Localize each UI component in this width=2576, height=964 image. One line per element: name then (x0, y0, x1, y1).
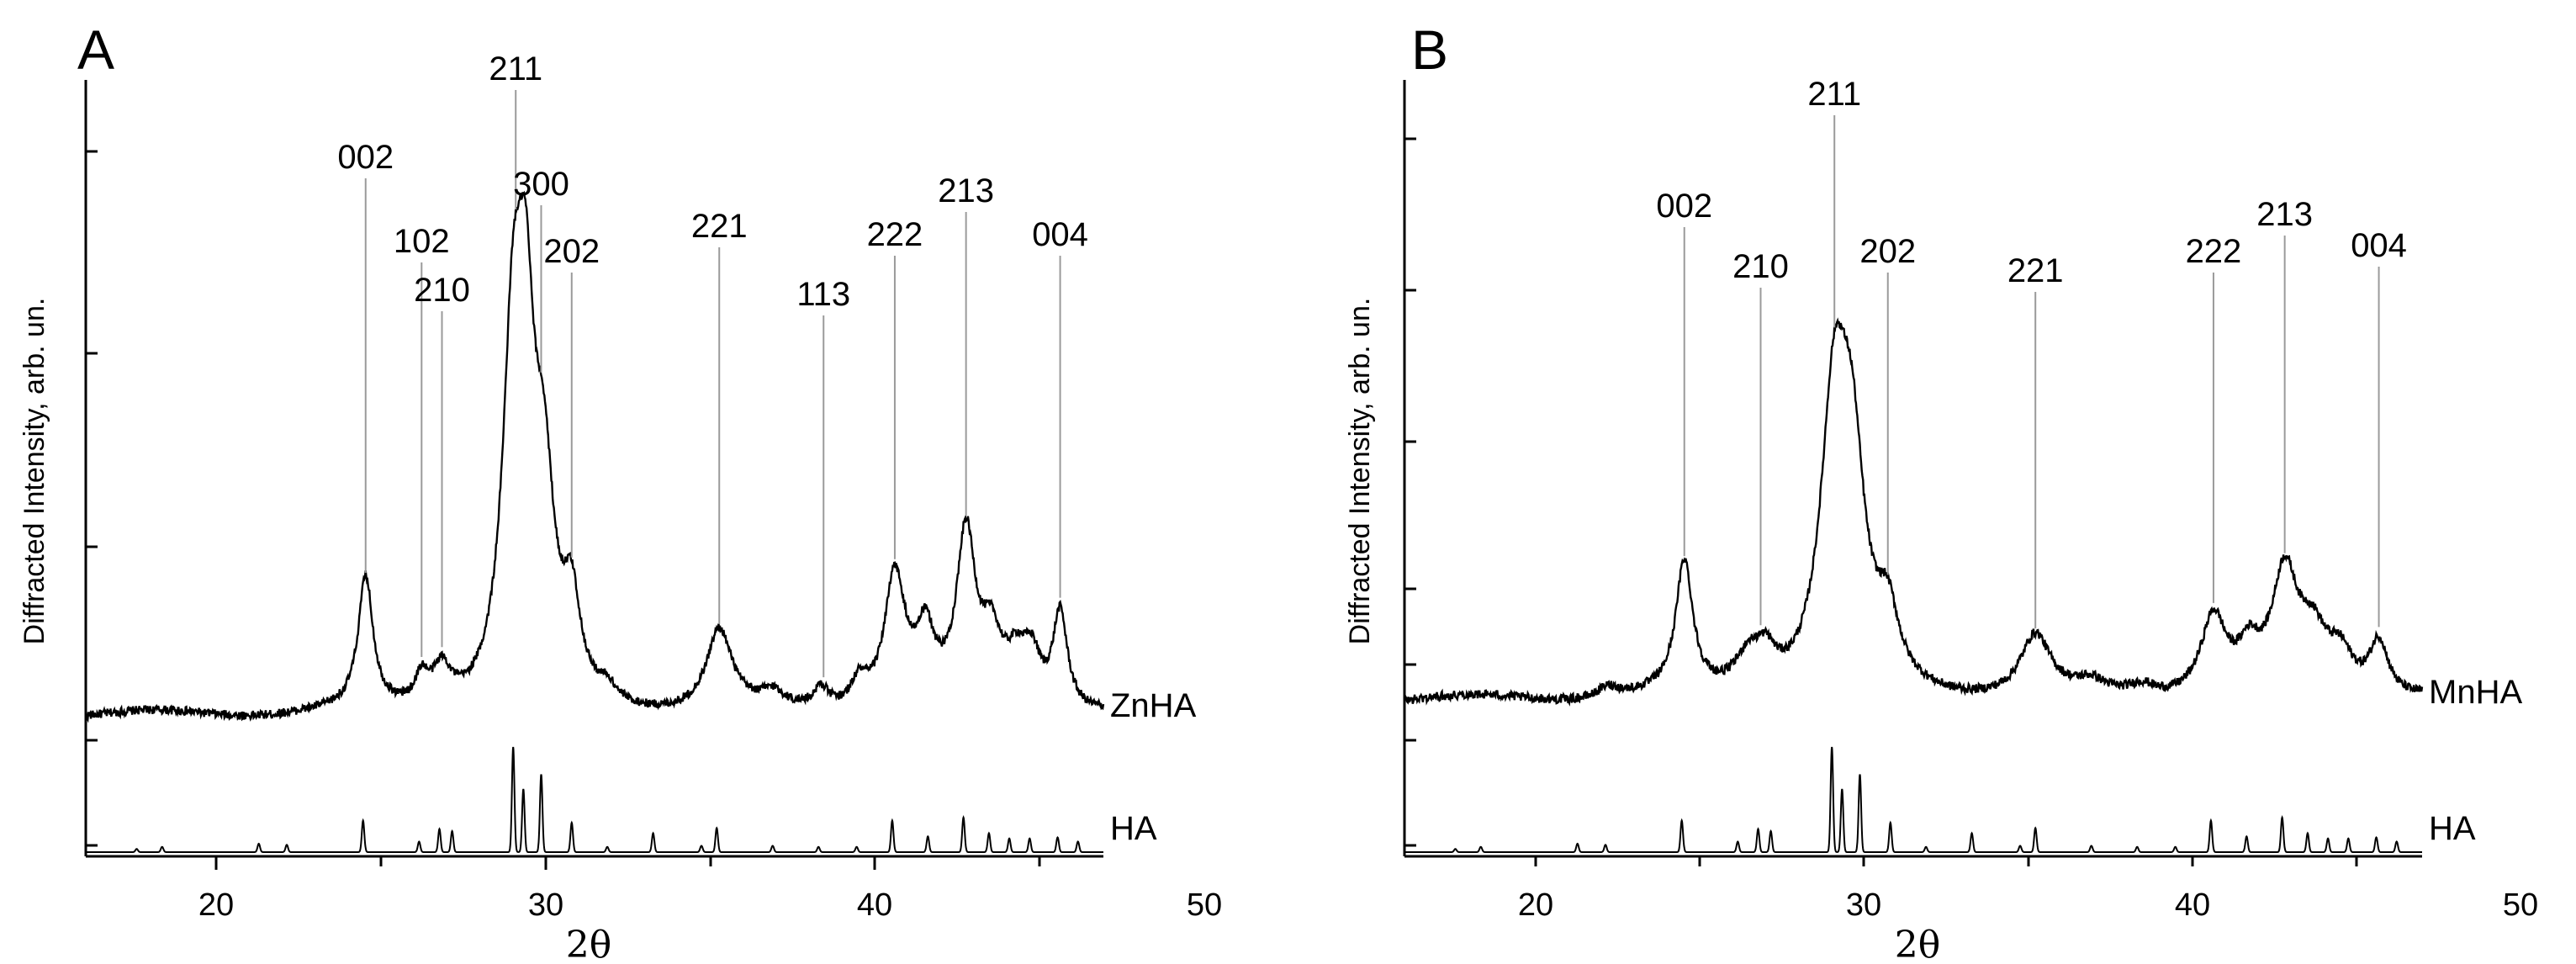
series-label-mnha: MnHA (2429, 674, 2522, 711)
annotation-label-221: 221 (2007, 252, 2064, 289)
series-label-ha-a: HA (1110, 810, 1157, 847)
y-axis-label-a: Diffracted Intensity, arb. un. (19, 298, 50, 645)
x-ticks-a (214, 856, 1041, 870)
series-label-znha: ZnHA (1110, 687, 1197, 724)
curves-a (84, 190, 1105, 853)
series-line-mnha (1404, 317, 2424, 707)
annotation-label-202: 202 (543, 233, 600, 270)
annotation-label-222: 222 (2186, 233, 2242, 270)
annotation-label-004: 004 (2351, 227, 2407, 264)
annotation-label-004: 004 (1032, 216, 1088, 253)
series-line-znha (84, 190, 1105, 723)
annotation-label-221: 221 (691, 208, 748, 245)
annotation-label-211: 211 (489, 50, 542, 87)
series-label-ha-b: HA (2429, 810, 2476, 847)
annotation-label-222: 222 (867, 216, 923, 253)
annotation-label-102: 102 (394, 223, 450, 260)
annotation-label-002: 002 (337, 139, 394, 176)
x-tick-label-50: 50 (1187, 887, 1222, 923)
annotation-label-002: 002 (1656, 188, 1712, 225)
panel-b: B 20 30 40 50 2θ Diffracted Intensity, a… (1344, 19, 2538, 964)
y-axis-label-b: Diffracted Intensity, arb. un. (1344, 298, 1376, 645)
x-tick-label-30-b: 30 (1846, 887, 1881, 923)
series-line-ha-b (1404, 746, 2422, 853)
x-axis-label-b: 2θ (1895, 924, 1940, 964)
x-tick-label-20-b: 20 (1518, 887, 1553, 923)
x-tick-label-40: 40 (857, 887, 892, 923)
annotations-b: 002 210 211 202 221 222 213 004 (1656, 76, 2407, 629)
x-tick-label-20: 20 (198, 887, 234, 923)
x-ticks-b (1534, 856, 2358, 866)
annotation-label-213: 213 (2256, 196, 2313, 233)
annotation-label-213: 213 (938, 172, 994, 209)
curves-b (1404, 317, 2424, 853)
panel-label-a: A (77, 19, 114, 81)
panel-a: A 20 30 40 50 2θ Diffracted Intensity, a… (19, 19, 1222, 964)
annotation-label-300: 300 (513, 166, 569, 203)
annotation-label-210: 210 (414, 272, 470, 309)
annotation-label-202: 202 (1859, 233, 1916, 270)
x-tick-label-50-b: 50 (2503, 887, 2538, 923)
annotation-label-210: 210 (1732, 248, 1789, 285)
panel-label-b: B (1411, 19, 1448, 81)
y-ticks-a (86, 150, 98, 847)
series-line-ha-a (86, 746, 1103, 853)
x-tick-label-30: 30 (528, 887, 563, 923)
annotation-label-113: 113 (796, 276, 850, 313)
x-axis-label-a: 2θ (566, 924, 611, 964)
y-ticks-b (1404, 137, 1416, 847)
annotations-a: 002 102 210 211 300 202 221 113 222 213 004 (337, 50, 1088, 678)
x-tick-label-40-b: 40 (2175, 887, 2210, 923)
annotation-label-211: 211 (1807, 76, 1861, 113)
